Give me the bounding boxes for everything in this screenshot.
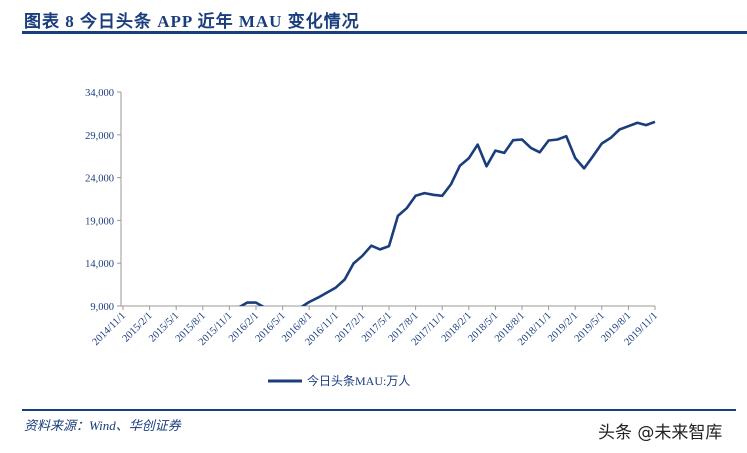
footer-divider [22, 409, 736, 411]
y-tick-label: 9,000 [90, 302, 114, 313]
y-tick-label: 29,000 [85, 131, 114, 142]
y-tick-label: 14,000 [85, 259, 114, 270]
x-tick-label: 2014/11/1 [91, 310, 129, 348]
y-tick-label: 34,000 [85, 88, 114, 99]
y-tick-label: 24,000 [85, 174, 114, 185]
source-note: 资料来源：Wind、华创证券 [24, 418, 181, 433]
x-axis: 2014/11/12015/2/12015/5/12015/8/12015/11… [91, 305, 660, 348]
line-chart: 9,000 14,000 19,000 24,000 29,000 34,000 2014… [85, 88, 660, 388]
chart-title: 图表 8 今日头条 APP 近年 MAU 变化情况 [24, 12, 360, 31]
legend: 今日头条MAU:万人 [268, 373, 410, 388]
header-divider [22, 31, 747, 34]
y-tick-label: 19,000 [85, 216, 114, 227]
legend-label: 今日头条MAU:万人 [307, 373, 410, 388]
series-line-mau [238, 120, 656, 306]
watermark: 头条 @未来智库 [598, 423, 723, 443]
y-axis: 9,000 14,000 19,000 24,000 29,000 34,000 [85, 88, 122, 313]
